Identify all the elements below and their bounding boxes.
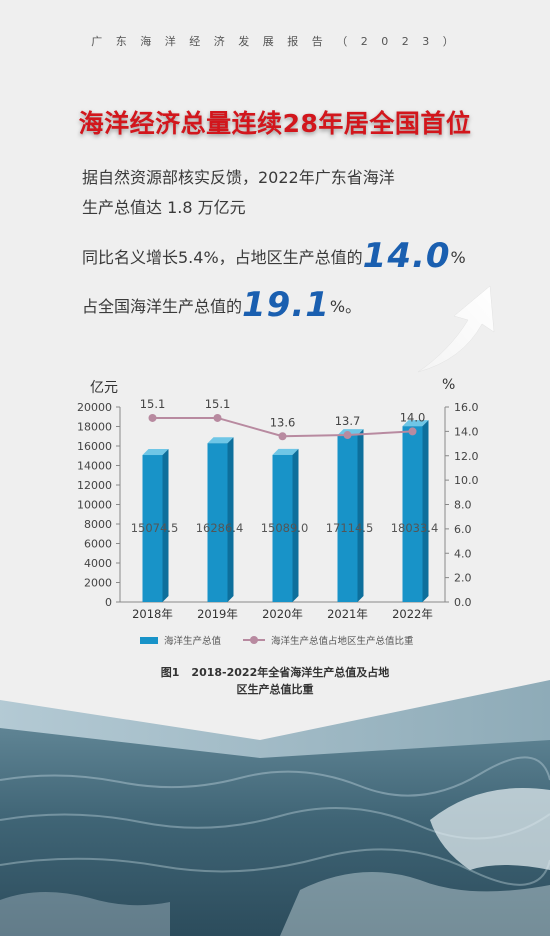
- y-tick-label-left: 18000: [77, 421, 112, 434]
- bar: [272, 454, 293, 602]
- ratio-point: [148, 413, 157, 422]
- ratio-value-label: 13.6: [270, 415, 296, 429]
- y-tick-label-left: 2000: [84, 577, 112, 590]
- bar-side: [292, 448, 299, 602]
- y-tick-label-right: 0.0: [454, 596, 472, 609]
- bar-side: [162, 449, 169, 602]
- legend-bar-swatch: [140, 636, 158, 644]
- legend-bar-label: 海洋生产总值: [164, 636, 222, 647]
- growth-arrow-icon: [417, 285, 495, 373]
- bar: [402, 426, 423, 602]
- ratio-point: [213, 413, 222, 422]
- y-tick-label-left: 12000: [77, 479, 112, 492]
- growth-text: 同比名义增长5.4%，占地区生产总值的: [82, 248, 363, 267]
- y-tick-label-left: 14000: [77, 460, 112, 473]
- y-tick-label-right: 12.0: [454, 450, 479, 463]
- legend-item-bar: 海洋生产总值: [140, 633, 221, 647]
- paragraph-line-3: 同比名义增长5.4%，占地区生产总值的14.0%: [82, 236, 466, 276]
- bar-side: [422, 420, 429, 602]
- bar-value-label: 18033.4: [391, 521, 439, 535]
- y-tick-label-right: 6.0: [454, 523, 472, 536]
- paragraph-line-1: 据自然资源部核实反馈，2022年广东省海洋: [82, 168, 395, 187]
- national-share-text: 占全国海洋生产总值的: [82, 297, 243, 316]
- marine-gdp-chart: 2000018000160001400012000100008000600040…: [77, 397, 479, 621]
- bar: [142, 455, 163, 602]
- bar-value-label: 16286.4: [196, 521, 244, 535]
- y-tick-label-right: 2.0: [454, 572, 472, 585]
- y-tick-label-right: 10.0: [454, 474, 479, 487]
- y-tick-label-left: 0: [105, 596, 112, 609]
- headline: 海洋经济总量连续28年居全国首位: [78, 109, 472, 138]
- x-tick-label: 2020年: [262, 607, 303, 621]
- y-tick-label-left: 16000: [77, 440, 112, 453]
- y-tick-label-left: 8000: [84, 518, 112, 531]
- bar-value-label: 17114.5: [326, 521, 374, 535]
- bar: [207, 443, 228, 602]
- ratio-value-label: 13.7: [335, 414, 361, 428]
- ratio-value-label: 14.0: [400, 410, 426, 424]
- caption-line-2: 区生产总值比重: [236, 683, 314, 696]
- bar-value-label: 15089.0: [261, 521, 309, 535]
- y-tick-label-right: 8.0: [454, 499, 472, 512]
- y-tick-label-right: 16.0: [454, 401, 479, 414]
- bar-top: [402, 420, 429, 427]
- bar-top: [142, 449, 169, 456]
- percent-sign-period: %。: [329, 297, 362, 316]
- paragraph-line-2: 生产总值达 1.8 万亿元: [82, 198, 246, 217]
- x-tick-label: 2019年: [197, 607, 238, 621]
- paragraph-line-4: 占全国海洋生产总值的19.1%。: [82, 285, 361, 325]
- y-axis-unit-left: 亿元: [90, 380, 118, 396]
- report-header: 广 东 海 洋 经 济 发 展 报 告 （ 2 0 2 3 ）: [91, 35, 459, 48]
- percent-sign: %: [450, 248, 466, 267]
- legend-line-label: 海洋生产总值占地区生产总值比重: [271, 636, 414, 647]
- x-tick-label: 2018年: [132, 607, 173, 621]
- y-axis-unit-right: %: [442, 377, 456, 393]
- ratio-value-label: 15.1: [205, 397, 231, 411]
- bar-value-label: 15074.5: [131, 521, 179, 535]
- legend-line-swatch: [243, 636, 266, 644]
- legend-item-line: 海洋生产总值占地区生产总值比重: [243, 633, 414, 647]
- x-tick-label: 2022年: [392, 607, 433, 621]
- caption-line-1: 2018-2022年全省海洋生产总值及占地: [191, 666, 390, 679]
- y-tick-label-left: 6000: [84, 538, 112, 551]
- ratio-point: [343, 431, 352, 440]
- chart-legend: 海洋生产总值 海洋生产总值占地区生产总值比重: [140, 633, 414, 647]
- bar-side: [357, 429, 364, 602]
- x-tick-label: 2021年: [327, 607, 368, 621]
- bar-top: [272, 448, 299, 455]
- y-tick-label-left: 20000: [77, 401, 112, 414]
- national-share-value: 19.1: [242, 285, 330, 325]
- figure-number: 图1: [160, 666, 180, 679]
- ratio-point: [408, 427, 417, 436]
- figure-caption: 图1 2018-2022年全省海洋生产总值及占地 区生产总值比重: [0, 664, 550, 698]
- bar-top: [207, 437, 234, 444]
- y-tick-label-right: 4.0: [454, 547, 472, 560]
- bar: [337, 435, 358, 602]
- y-tick-label-left: 4000: [84, 557, 112, 570]
- y-tick-label-left: 10000: [77, 499, 112, 512]
- y-tick-label-right: 14.0: [454, 425, 479, 438]
- ocean-wave-background: [0, 680, 550, 936]
- ratio-value-label: 15.1: [140, 397, 166, 411]
- bar-side: [227, 437, 234, 602]
- regional-share-value: 14.0: [362, 236, 451, 276]
- ratio-point: [278, 432, 287, 441]
